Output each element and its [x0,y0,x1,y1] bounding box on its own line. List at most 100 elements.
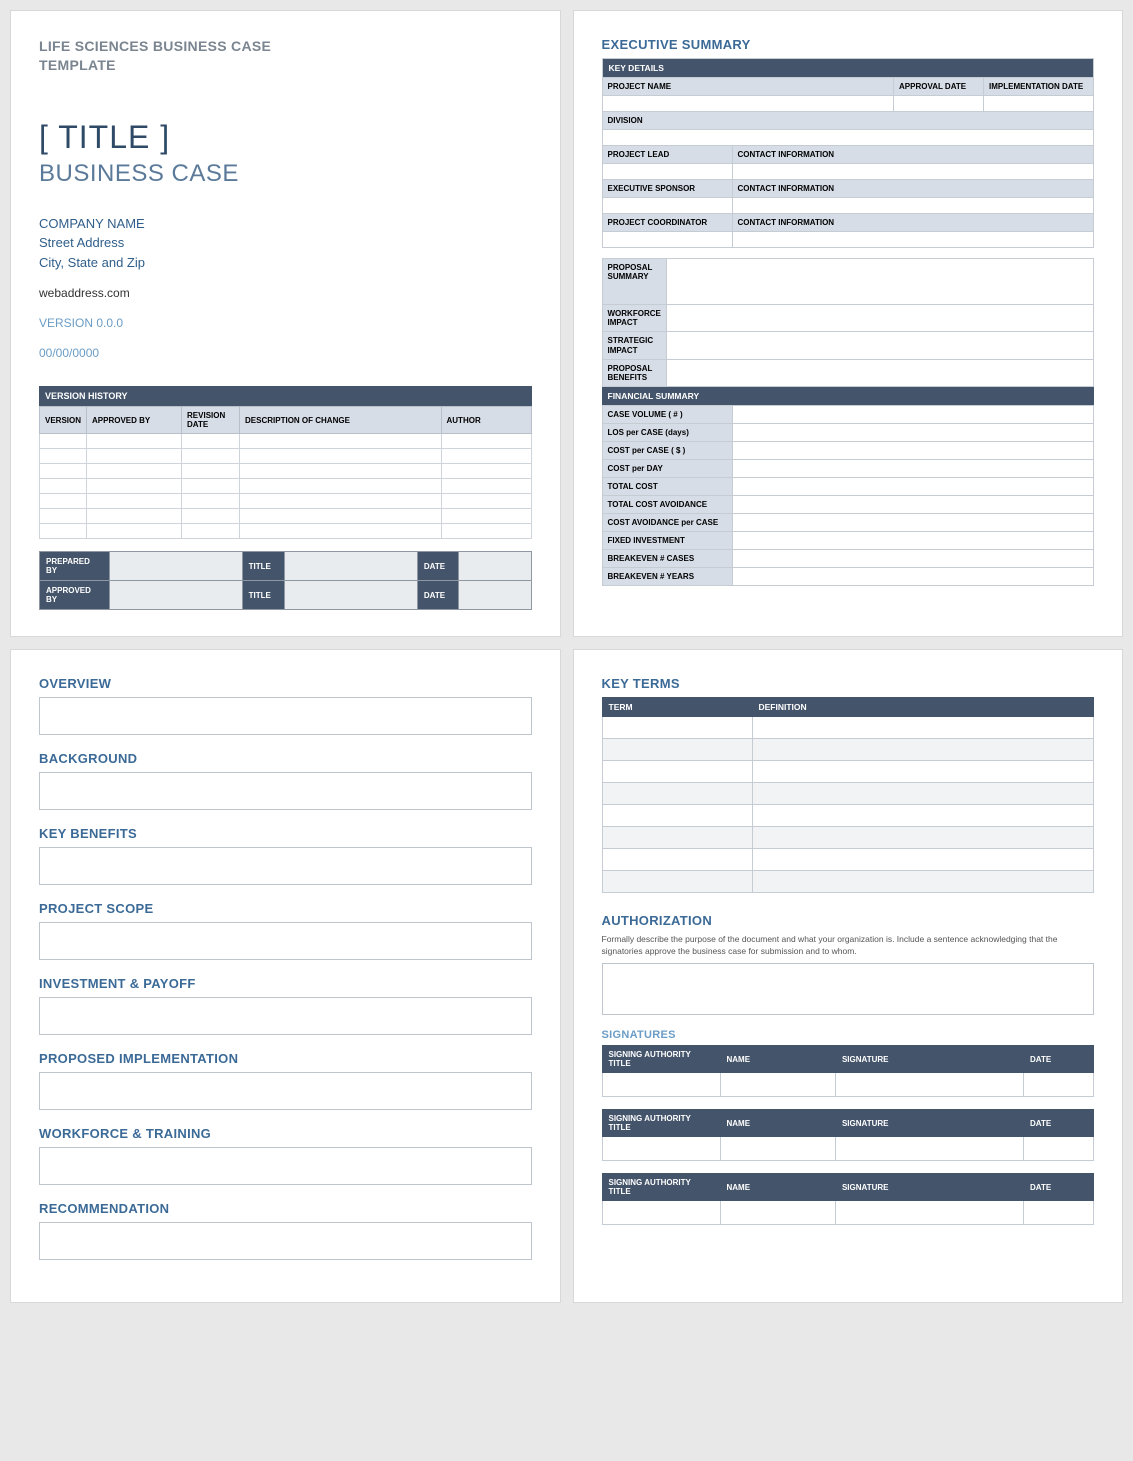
table-cell[interactable] [87,494,182,509]
val-sig-name[interactable] [720,1201,835,1225]
table-cell[interactable] [40,524,87,539]
table-cell[interactable] [240,449,441,464]
val-title[interactable] [285,552,418,581]
table-cell[interactable] [40,479,87,494]
definition-cell[interactable] [752,717,1094,739]
table-cell[interactable] [87,434,182,449]
term-cell[interactable] [602,871,752,893]
table-cell[interactable] [87,464,182,479]
val-fin[interactable] [732,568,1094,586]
table-cell[interactable] [240,509,441,524]
definition-cell[interactable] [752,805,1094,827]
definition-cell[interactable] [752,783,1094,805]
val-contact[interactable] [732,198,1094,214]
val-impl-date[interactable] [984,96,1094,112]
val-fin[interactable] [732,478,1094,496]
val-proposal[interactable] [666,332,1093,359]
table-cell[interactable] [40,434,87,449]
val-fin[interactable] [732,442,1094,460]
table-cell[interactable] [240,434,441,449]
section-input[interactable] [39,697,532,735]
table-cell[interactable] [40,494,87,509]
table-cell[interactable] [240,464,441,479]
table-cell[interactable] [182,449,240,464]
table-cell[interactable] [240,494,441,509]
section-input[interactable] [39,1222,532,1260]
val-sig-signature[interactable] [835,1073,1023,1097]
val-proposal[interactable] [666,305,1093,332]
val-sig-name[interactable] [720,1137,835,1161]
table-cell[interactable] [441,524,531,539]
definition-cell[interactable] [752,827,1094,849]
val-sig-title[interactable] [602,1201,720,1225]
section-input[interactable] [39,922,532,960]
term-cell[interactable] [602,783,752,805]
table-cell[interactable] [441,479,531,494]
table-cell[interactable] [240,524,441,539]
term-cell[interactable] [602,849,752,871]
table-cell[interactable] [182,434,240,449]
table-cell[interactable] [182,524,240,539]
val-role[interactable] [602,232,732,248]
val-sig-title[interactable] [602,1137,720,1161]
table-cell[interactable] [40,449,87,464]
val-sig-date[interactable] [1024,1137,1094,1161]
val-sig-name[interactable] [720,1073,835,1097]
section-input[interactable] [39,772,532,810]
val-fin[interactable] [732,460,1094,478]
term-cell[interactable] [602,827,752,849]
table-cell[interactable] [40,464,87,479]
val-proposal[interactable] [666,359,1093,386]
definition-cell[interactable] [752,871,1094,893]
table-cell[interactable] [441,509,531,524]
val-prepared[interactable] [109,552,242,581]
val-sig-date[interactable] [1024,1073,1094,1097]
term-cell[interactable] [602,717,752,739]
term-cell[interactable] [602,805,752,827]
val-fin[interactable] [732,550,1094,568]
val-sig-title[interactable] [602,1073,720,1097]
val-sig-date[interactable] [1024,1201,1094,1225]
definition-cell[interactable] [752,739,1094,761]
val-division[interactable] [602,130,1094,146]
table-cell[interactable] [40,509,87,524]
val-sig-signature[interactable] [835,1201,1023,1225]
table-cell[interactable] [87,509,182,524]
section-input[interactable] [39,1072,532,1110]
term-cell[interactable] [602,739,752,761]
val-proposal[interactable] [666,259,1093,305]
table-cell[interactable] [441,449,531,464]
val-date[interactable] [459,552,531,581]
table-cell[interactable] [182,509,240,524]
definition-cell[interactable] [752,849,1094,871]
table-cell[interactable] [441,494,531,509]
val-title[interactable] [285,581,418,610]
val-contact[interactable] [732,232,1094,248]
table-cell[interactable] [87,479,182,494]
section-input[interactable] [39,1147,532,1185]
val-contact[interactable] [732,164,1094,180]
table-cell[interactable] [182,464,240,479]
val-fin[interactable] [732,496,1094,514]
table-cell[interactable] [240,479,441,494]
val-project-name[interactable] [602,96,894,112]
authorization-box[interactable] [602,963,1095,1015]
section-input[interactable] [39,997,532,1035]
table-cell[interactable] [182,479,240,494]
val-sig-signature[interactable] [835,1137,1023,1161]
val-prepared[interactable] [109,581,242,610]
val-date[interactable] [459,581,531,610]
val-fin[interactable] [732,406,1094,424]
table-cell[interactable] [441,434,531,449]
val-fin[interactable] [732,532,1094,550]
term-cell[interactable] [602,761,752,783]
val-fin[interactable] [732,514,1094,532]
table-cell[interactable] [441,464,531,479]
table-cell[interactable] [87,524,182,539]
val-fin[interactable] [732,424,1094,442]
table-cell[interactable] [182,494,240,509]
definition-cell[interactable] [752,761,1094,783]
val-role[interactable] [602,164,732,180]
val-approval-date[interactable] [894,96,984,112]
table-cell[interactable] [87,449,182,464]
